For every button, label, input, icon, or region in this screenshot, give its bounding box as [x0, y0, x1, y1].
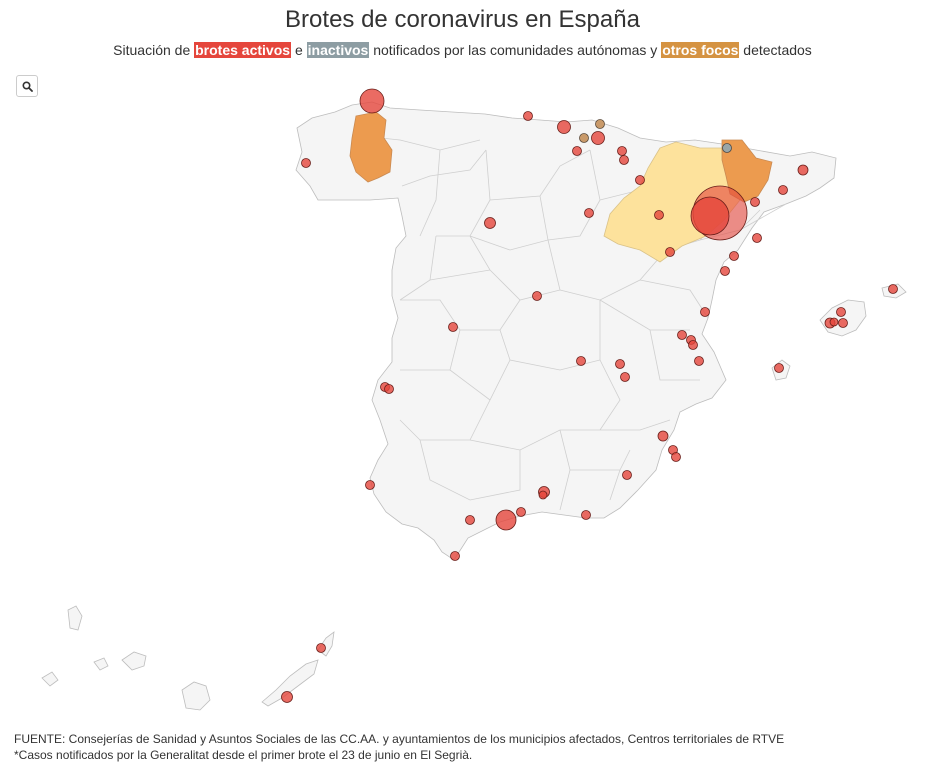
marker-active[interactable]: [750, 197, 760, 207]
marker-active[interactable]: [619, 155, 629, 165]
marker-active[interactable]: [465, 515, 475, 525]
legend-other-foci: otros focos: [661, 42, 740, 58]
marker-active[interactable]: [591, 131, 605, 145]
marker-active[interactable]: [584, 208, 594, 218]
marker-active[interactable]: [620, 372, 630, 382]
marker-active[interactable]: [720, 266, 730, 276]
search-button[interactable]: [16, 75, 38, 97]
marker-active[interactable]: [677, 330, 687, 340]
marker-active[interactable]: [617, 146, 627, 156]
marker-inactive[interactable]: [595, 119, 605, 129]
marker-active[interactable]: [752, 233, 762, 243]
island-fuerteventura: [261, 659, 319, 707]
legend-active-outbreaks: brotes activos: [194, 42, 292, 58]
marker-active[interactable]: [774, 363, 784, 373]
subtitle-text: e: [291, 42, 307, 58]
marker-inactive[interactable]: [722, 143, 732, 153]
map-subtitle: Situación de brotes activos e inactivos …: [0, 42, 925, 58]
marker-active[interactable]: [778, 185, 788, 195]
subtitle-text: detectados: [739, 42, 812, 58]
footer-notes: FUENTE: Consejerías de Sanidad y Asuntos…: [14, 731, 784, 763]
legend-inactive-outbreaks: inactivos: [306, 42, 370, 58]
marker-active[interactable]: [359, 88, 385, 114]
marker-active[interactable]: [836, 307, 846, 317]
marker-active[interactable]: [576, 356, 586, 366]
marker-active[interactable]: [450, 551, 460, 561]
marker-active[interactable]: [665, 247, 675, 257]
region-lugo-highlight: [349, 111, 393, 183]
island-hierro: [41, 671, 59, 687]
marker-active[interactable]: [797, 164, 809, 176]
marker-active[interactable]: [688, 340, 698, 350]
inactive-outbreak-markers: [579, 119, 732, 153]
marker-active[interactable]: [694, 356, 704, 366]
island-la-palma: [67, 605, 83, 631]
marker-active[interactable]: [888, 284, 898, 294]
marker-active[interactable]: [365, 480, 375, 490]
marker-active[interactable]: [829, 317, 839, 327]
active-outbreak-markers: [281, 88, 898, 703]
footer-source: FUENTE: Consejerías de Sanidad y Asuntos…: [14, 732, 785, 746]
marker-active[interactable]: [316, 643, 326, 653]
marker-active[interactable]: [532, 291, 542, 301]
marker-active[interactable]: [281, 691, 293, 703]
marker-active[interactable]: [557, 120, 571, 134]
marker-active[interactable]: [516, 507, 526, 517]
marker-active[interactable]: [700, 307, 710, 317]
marker-active[interactable]: [635, 175, 645, 185]
marker-active[interactable]: [484, 217, 496, 229]
subtitle-text: notificados por las comunidades autónoma…: [369, 42, 662, 58]
marker-active[interactable]: [495, 509, 517, 531]
marker-active[interactable]: [448, 322, 458, 332]
marker-active[interactable]: [671, 452, 681, 462]
island-tenerife: [121, 651, 147, 671]
island-mallorca: [819, 299, 867, 337]
footer-note: *Casos notificados por la Generalitat de…: [14, 748, 473, 762]
island-gran-canaria: [181, 681, 211, 711]
marker-active[interactable]: [690, 196, 730, 236]
marker-active[interactable]: [729, 251, 739, 261]
map-title: Brotes de coronavirus en España: [285, 6, 640, 33]
marker-active[interactable]: [654, 210, 664, 220]
marker-active[interactable]: [384, 384, 394, 394]
marker-active[interactable]: [622, 470, 632, 480]
marker-active[interactable]: [838, 318, 848, 328]
marker-active[interactable]: [615, 359, 625, 369]
marker-active[interactable]: [301, 158, 311, 168]
marker-active[interactable]: [538, 490, 548, 500]
marker-active[interactable]: [572, 146, 582, 156]
marker-active[interactable]: [581, 510, 591, 520]
magnifier-icon: [22, 81, 33, 92]
marker-active[interactable]: [657, 430, 669, 442]
marker-active[interactable]: [523, 111, 533, 121]
province-borders: [351, 134, 787, 511]
island-gomera: [93, 657, 109, 671]
region-huesca-highlight: [721, 139, 773, 203]
marker-inactive[interactable]: [579, 133, 589, 143]
subtitle-text: Situación de: [113, 42, 195, 58]
